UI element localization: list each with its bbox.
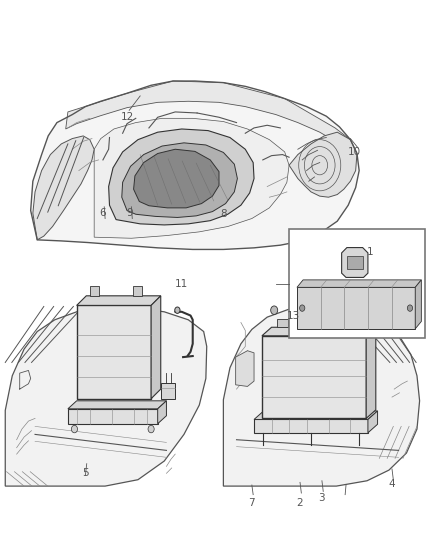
Text: 12: 12 — [120, 112, 134, 122]
Circle shape — [71, 425, 78, 433]
Text: 1: 1 — [367, 247, 374, 256]
Bar — [90, 286, 99, 296]
Polygon shape — [342, 247, 368, 277]
Text: 5: 5 — [82, 468, 89, 478]
Polygon shape — [297, 280, 421, 287]
Polygon shape — [366, 327, 376, 418]
Bar — [254, 419, 368, 433]
Text: 8: 8 — [220, 209, 227, 219]
Polygon shape — [33, 136, 94, 240]
Polygon shape — [254, 411, 378, 419]
Circle shape — [175, 307, 180, 313]
Polygon shape — [5, 308, 207, 486]
Bar — [68, 409, 158, 424]
Polygon shape — [31, 81, 359, 249]
Text: 11: 11 — [175, 279, 188, 288]
Text: 6: 6 — [99, 208, 106, 218]
Text: 9: 9 — [126, 208, 133, 218]
Polygon shape — [68, 401, 166, 409]
Polygon shape — [289, 132, 357, 197]
Bar — [262, 336, 366, 418]
Polygon shape — [109, 129, 254, 225]
Bar — [277, 319, 288, 327]
Bar — [133, 286, 142, 296]
Text: 4: 4 — [389, 479, 396, 489]
Polygon shape — [66, 81, 350, 141]
Polygon shape — [262, 327, 376, 336]
Polygon shape — [94, 118, 289, 238]
Text: 7: 7 — [248, 498, 255, 507]
Polygon shape — [368, 411, 378, 433]
Polygon shape — [77, 296, 161, 305]
Polygon shape — [122, 143, 237, 217]
Circle shape — [148, 425, 154, 433]
Text: 2: 2 — [297, 498, 304, 507]
Polygon shape — [347, 256, 363, 269]
Circle shape — [271, 306, 278, 314]
Polygon shape — [158, 401, 166, 424]
Polygon shape — [223, 305, 420, 486]
Text: 10: 10 — [348, 147, 361, 157]
Bar — [342, 319, 353, 327]
Bar — [289, 229, 425, 338]
Text: 13: 13 — [287, 311, 300, 320]
Circle shape — [350, 306, 357, 314]
Bar — [297, 287, 415, 329]
Circle shape — [407, 305, 413, 311]
Text: 3: 3 — [318, 494, 325, 503]
Polygon shape — [415, 280, 421, 329]
Polygon shape — [151, 296, 161, 399]
Polygon shape — [236, 351, 254, 386]
Circle shape — [300, 305, 305, 311]
Bar — [161, 383, 175, 399]
Polygon shape — [134, 149, 219, 208]
Bar — [77, 305, 151, 399]
